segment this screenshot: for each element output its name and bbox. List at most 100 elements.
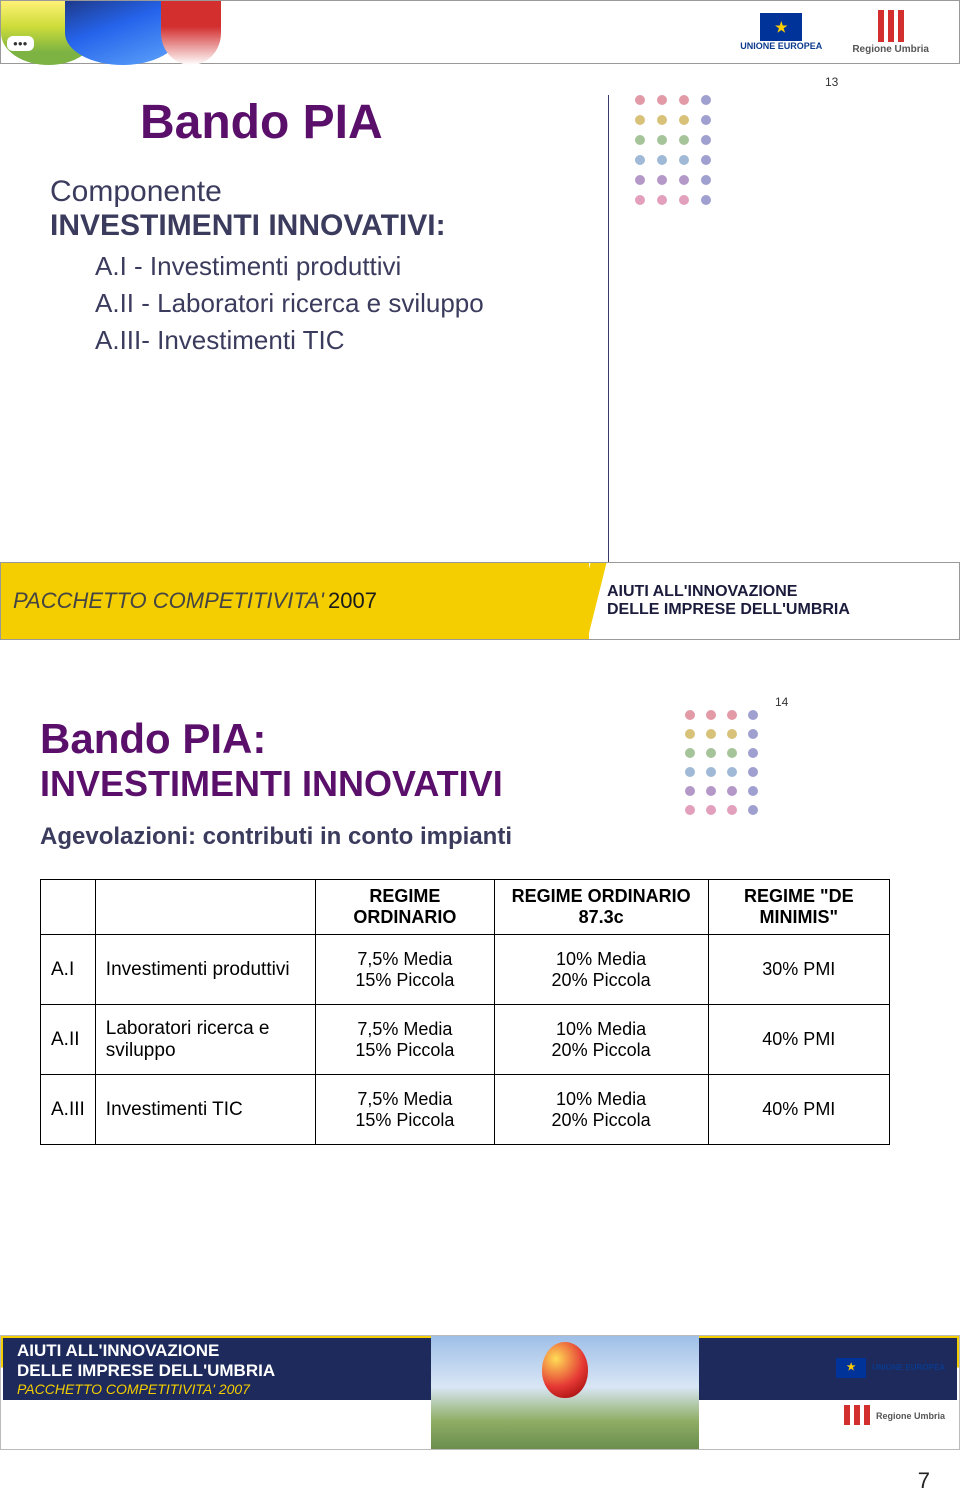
dot-decor — [727, 786, 737, 796]
dot-decor — [727, 748, 737, 758]
dot-decor — [657, 135, 667, 145]
dot-decor — [706, 767, 716, 777]
eu-logo: ★ UNIONE EUROPEA — [740, 13, 822, 51]
dot-decor — [635, 155, 645, 165]
dot-decor — [685, 729, 695, 739]
slide-content: 13 Bando PIA Componente INVESTIMENTI INN… — [40, 95, 920, 540]
eu-label: UNIONE EUROPEA — [740, 41, 822, 51]
vertical-rule — [608, 95, 609, 600]
table-cell: 40% PMI — [708, 1075, 889, 1145]
dot-decor — [701, 195, 711, 205]
dot-decor — [685, 786, 695, 796]
list-item: A.II - Laboratori ricerca e sviluppo — [95, 288, 920, 319]
umbria-bars-icon — [844, 1405, 870, 1425]
slide-header: ●●● ★ UNIONE EUROPEA Regione Umbria — [0, 0, 960, 64]
dot-decor — [706, 729, 716, 739]
banner-line1: AIUTI ALL'INNOVAZIONE — [17, 1341, 219, 1360]
table-cell: 40% PMI — [708, 1005, 889, 1075]
umbria-bars-icon — [878, 10, 904, 42]
dot-decor — [635, 135, 645, 145]
table-cell: 7,5% Media15% Piccola — [316, 1005, 494, 1075]
footer-right: AIUTI ALL'INNOVAZIONE DELLE IMPRESE DELL… — [589, 563, 959, 639]
subheading-1: Componente — [50, 175, 920, 209]
dot-decor — [635, 195, 645, 205]
dot-decor — [748, 748, 758, 758]
dot-decor — [679, 155, 689, 165]
table-cell: Investimenti TIC — [95, 1075, 315, 1145]
table-cell: A.II — [41, 1005, 96, 1075]
dot-decor — [701, 115, 711, 125]
table-cell: A.III — [41, 1075, 96, 1145]
slide-title: Bando PIA — [140, 95, 920, 150]
slide2-title: Bando PIA: — [40, 715, 920, 763]
table-cell: 30% PMI — [708, 935, 889, 1005]
slide-footer: PACCHETTO COMPETITIVITA' 2007 AIUTI ALL'… — [0, 562, 960, 640]
dot-decor — [748, 710, 758, 720]
dot-decor — [657, 115, 667, 125]
table-header: REGIME ORDINARIO — [316, 880, 494, 935]
dot-decor — [679, 175, 689, 185]
table-row: A.IIIInvestimenti TIC7,5% Media15% Picco… — [41, 1075, 890, 1145]
page-number: 7 — [0, 1450, 960, 1494]
dot-decor — [727, 805, 737, 815]
dot-decor — [657, 175, 667, 185]
slide-number-2: 14 — [775, 695, 788, 709]
footer-right-line2: DELLE IMPRESE DELL'UMBRIA — [607, 601, 959, 619]
slide-content-2: 14 Bando PIA: INVESTIMENTI INNOVATIVI Ag… — [40, 715, 920, 1315]
table-header: REGIME ORDINARIO 87.3c — [494, 880, 708, 935]
dot-decor — [679, 95, 689, 105]
eu-flag-icon: ★ — [836, 1358, 866, 1378]
dot-decor — [727, 729, 737, 739]
table-cell: 10% Media20% Piccola — [494, 1075, 708, 1145]
dot-decor — [685, 710, 695, 720]
dot-decor — [657, 195, 667, 205]
dot-decor — [701, 135, 711, 145]
slide-13: ●●● ★ UNIONE EUROPEA Regione Umbria 13 B… — [0, 0, 960, 640]
slide-number: 13 — [825, 75, 838, 89]
dot-decor — [706, 710, 716, 720]
dot-decor — [748, 767, 758, 777]
slide-14: 14 Bando PIA: INVESTIMENTI INNOVATIVI Ag… — [0, 695, 960, 1335]
dot-decor — [685, 748, 695, 758]
list-item: A.I - Investimenti produttivi — [95, 251, 920, 282]
footer-right-line1: AIUTI ALL'INNOVAZIONE — [607, 583, 959, 601]
dot-decor — [679, 135, 689, 145]
table-row: A.IInvestimenti produttivi7,5% Media15% … — [41, 935, 890, 1005]
dot-decor — [706, 786, 716, 796]
dot-decor — [701, 95, 711, 105]
table-cell: 7,5% Media15% Piccola — [316, 1075, 494, 1145]
subheading-2: INVESTIMENTI INNOVATIVI: — [50, 209, 920, 243]
dot-decor — [748, 805, 758, 815]
table-row: A.IILaboratori ricerca e sviluppo7,5% Me… — [41, 1005, 890, 1075]
dot-decor — [701, 175, 711, 185]
table-cell: A.I — [41, 935, 96, 1005]
regione-umbria-logo: Regione Umbria — [852, 10, 929, 55]
dot-grid-decor-2 — [685, 710, 762, 819]
table-cell: 10% Media20% Piccola — [494, 1005, 708, 1075]
dot-decor — [679, 195, 689, 205]
table-cell: Investimenti produttivi — [95, 935, 315, 1005]
table-blank-header — [95, 880, 315, 935]
eu-flag-icon: ★ — [760, 13, 802, 41]
banner-line2: DELLE IMPRESE DELL'UMBRIA — [17, 1361, 275, 1380]
table-cell: Laboratori ricerca e sviluppo — [95, 1005, 315, 1075]
table-cell: 7,5% Media15% Piccola — [316, 935, 494, 1005]
items-list: A.I - Investimenti produttivi A.II - Lab… — [95, 251, 920, 356]
dot-decor — [727, 710, 737, 720]
dot-decor — [706, 805, 716, 815]
banner-right-logos: ★ UNIONE EUROPEA Regione Umbria — [715, 1344, 945, 1441]
dot-decor — [635, 175, 645, 185]
balloon-icon — [542, 1342, 588, 1398]
list-item: A.III- Investimenti TIC — [95, 325, 920, 356]
dot-decor — [748, 786, 758, 796]
dot-decor — [706, 748, 716, 758]
footer-left: PACCHETTO COMPETITIVITA' 2007 — [1, 563, 589, 639]
footer-year: 2007 — [328, 588, 377, 614]
table-header: REGIME "DE MINIMIS" — [708, 880, 889, 935]
balloon-decor-red — [161, 1, 221, 65]
small-logo: ●●● — [7, 36, 34, 51]
dot-decor — [748, 729, 758, 739]
umbria-label-small: Regione Umbria — [876, 1411, 945, 1421]
table-blank-header — [41, 880, 96, 935]
dot-decor — [657, 155, 667, 165]
